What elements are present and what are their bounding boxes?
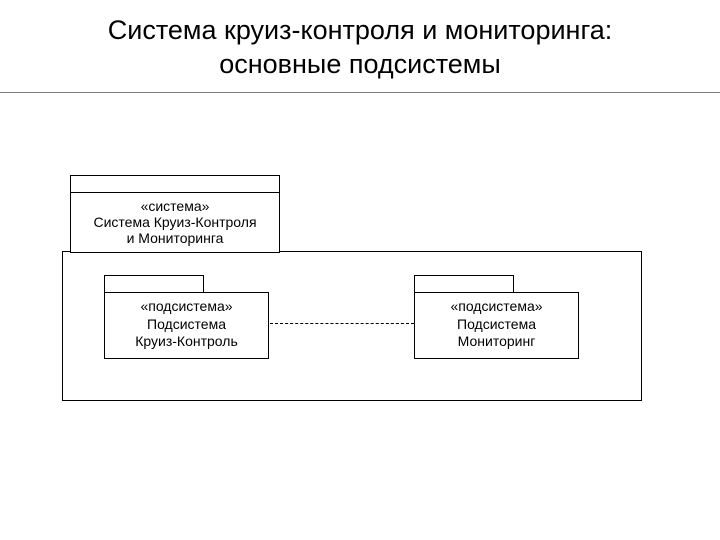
main-package-label: «система» Система Круиз-Контроля и Монит… <box>70 192 280 253</box>
subsystem-stereotype: «подсистема» <box>140 298 232 314</box>
main-name-1: Система Круиз-Контроля <box>93 214 256 230</box>
subsystem-stereotype: «подсистема» <box>450 298 542 314</box>
subsystem-name-1: Подсистема <box>147 316 226 332</box>
subsystem-name-2: Круиз-Контроль <box>135 333 238 349</box>
subsystem-name-2: Мониторинг <box>458 333 536 349</box>
subsystem-body: «подсистема» Подсистема Круиз-Контроль <box>104 292 269 359</box>
subsystem-body: «подсистема» Подсистема Мониторинг <box>414 292 579 359</box>
subsystem-name-1: Подсистема <box>457 316 536 332</box>
main-stereotype: «система» <box>141 198 210 214</box>
main-name-2: и Мониторинга <box>127 230 224 246</box>
subsystem-tab <box>104 275 204 293</box>
title-line1: Система круиз-контроля и мониторинга: <box>108 15 612 45</box>
dependency-line <box>270 323 414 324</box>
uml-package-diagram: «система» Система Круиз-Контроля и Монит… <box>62 175 642 410</box>
slide-title: Система круиз-контроля и мониторинга: ос… <box>0 0 720 93</box>
main-package-tab <box>70 175 280 193</box>
title-line2: основные подсистемы <box>219 49 501 79</box>
subsystem-tab <box>414 275 514 293</box>
